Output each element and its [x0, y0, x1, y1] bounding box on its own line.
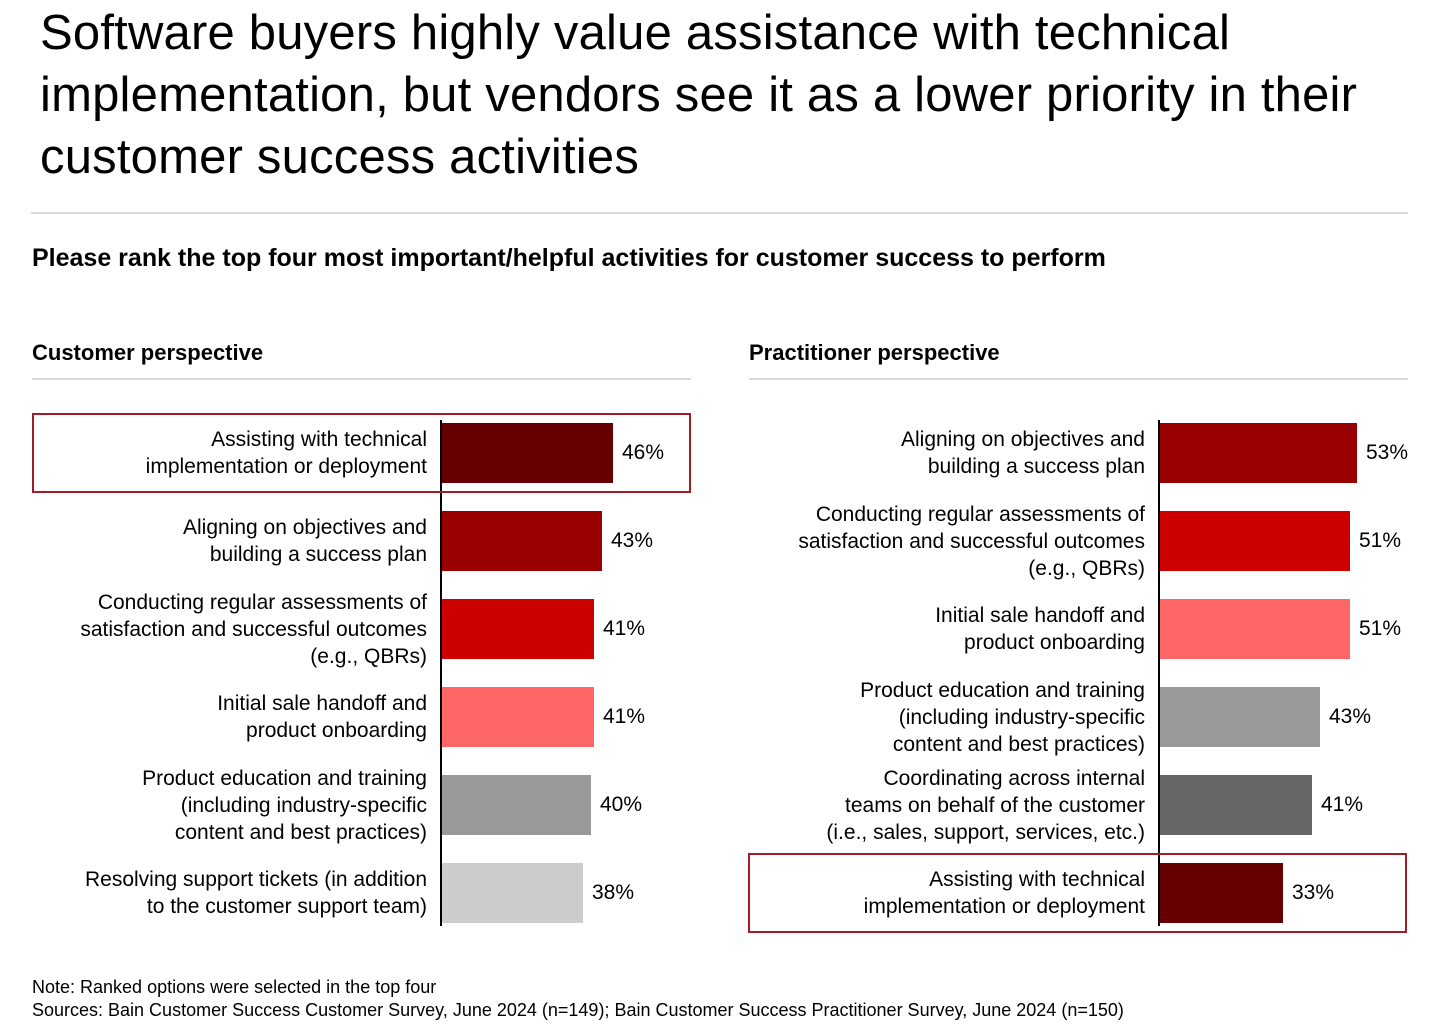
bar-label-conducting-regular-assessments-of: Conducting regular assessments of satisfa… [32, 589, 427, 670]
survey-question: Please rank the top four most important/… [32, 244, 1106, 272]
bar-value-coordinating-across-internal-teams: 41% [1321, 793, 1364, 816]
bar-assisting-with-technical-implementation [442, 423, 613, 483]
bar-label-line: (i.e., sales, support, services, etc.) [826, 820, 1145, 844]
bar-label-line: building a success plan [209, 543, 427, 566]
bar-label-coordinating-across-internal-teams: Coordinating across internal teams on beh… [749, 765, 1145, 846]
bar-value-initial-sale-handoff-and: 51% [1359, 617, 1402, 640]
bar-assisting-with-technical-implementation [1160, 863, 1283, 923]
bar-value-conducting-regular-assessments-of: 51% [1359, 529, 1402, 552]
bar-label-line: Product education and training [860, 678, 1145, 702]
bar-initial-sale-handoff-and [442, 687, 594, 747]
bar-value-conducting-regular-assessments-of: 41% [603, 617, 646, 640]
practitioner-panel-title: Practitioner perspective [749, 340, 1000, 365]
bar-value-resolving-support-tickets-in: 38% [592, 881, 635, 904]
bar-value-aligning-on-objectives-and: 43% [611, 529, 654, 552]
practitioner-panel-divider [749, 378, 1408, 380]
page-title: Software buyers highly value assistance … [40, 6, 1358, 184]
bar-product-education-and-training [442, 775, 591, 835]
highlight-box [748, 853, 1407, 933]
bar-product-education-and-training [1160, 687, 1320, 747]
bar-value-product-education-and-training: 43% [1329, 705, 1372, 728]
bar-label-initial-sale-handoff-and: Initial sale handoff and product onboardi… [749, 602, 1145, 656]
bar-label-initial-sale-handoff-and: Initial sale handoff and product onboardi… [32, 690, 427, 744]
customer-panel-divider [32, 378, 691, 380]
bar-label-line: Coordinating across internal [883, 766, 1145, 790]
bar-label-line: (e.g., QBRs) [1028, 556, 1145, 580]
bar-label-resolving-support-tickets-in: Resolving support tickets (in addition to… [32, 866, 427, 920]
bar-label-line: Aligning on objectives and [182, 516, 427, 539]
bar-label-line: product onboarding [964, 631, 1145, 654]
bar-label-product-education-and-training: Product education and training (including… [32, 765, 427, 846]
bar-conducting-regular-assessments-of [442, 599, 594, 659]
bar-label-line: Assisting with technical [929, 868, 1145, 891]
bar-label-line: building a success plan [927, 455, 1145, 478]
bar-value-assisting-with-technical-implementation: 46% [622, 441, 665, 464]
bar-label-aligning-on-objectives-and: Aligning on objectives and building a suc… [32, 514, 427, 568]
bar-aligning-on-objectives-and [1160, 423, 1357, 483]
bar-label-assisting-with-technical-implementation: Assisting with technical implementation o… [749, 866, 1145, 920]
y-axis-line [1158, 420, 1160, 926]
bar-label-product-education-and-training: Product education and training (including… [749, 677, 1145, 758]
bar-label-line: satisfaction and successful outcomes [80, 617, 427, 641]
bar-label-line: (including industry-specific [180, 793, 427, 817]
y-axis-line [440, 420, 442, 926]
bar-label-line: to the customer support team) [146, 895, 427, 918]
bar-label-line: Conducting regular assessments of [97, 590, 427, 614]
bar-label-line: Product education and training [142, 766, 427, 790]
bar-label-line: implementation or deployment [863, 895, 1145, 918]
bar-label-line: content and best practices) [892, 732, 1145, 756]
bar-label-line: teams on behalf of the customer [845, 793, 1145, 817]
title-divider [31, 212, 1408, 214]
bar-label-line: Resolving support tickets (in addition [84, 868, 427, 891]
bar-value-initial-sale-handoff-and: 41% [603, 705, 646, 728]
bar-coordinating-across-internal-teams [1160, 775, 1312, 835]
bar-label-line: product onboarding [246, 719, 427, 742]
footer-note: Note: Ranked options were selected in th… [32, 977, 437, 997]
highlight-box [32, 413, 691, 493]
bar-value-assisting-with-technical-implementation: 33% [1292, 881, 1335, 904]
bar-label-assisting-with-technical-implementation: Assisting with technical implementation o… [32, 426, 427, 480]
bar-label-line: (including industry-specific [898, 705, 1145, 729]
bar-label-conducting-regular-assessments-of: Conducting regular assessments of satisfa… [749, 501, 1145, 582]
bar-aligning-on-objectives-and [442, 511, 602, 571]
bar-label-line: Initial sale handoff and [217, 692, 427, 715]
bar-label-line: content and best practices) [174, 820, 427, 844]
bar-label-line: Initial sale handoff and [935, 604, 1145, 627]
bar-label-line: implementation or deployment [145, 455, 427, 478]
bar-resolving-support-tickets-in [442, 863, 583, 923]
bar-label-line: Conducting regular assessments of [815, 502, 1145, 526]
bar-value-product-education-and-training: 40% [600, 793, 643, 816]
bar-label-line: Aligning on objectives and [900, 428, 1145, 451]
bar-label-aligning-on-objectives-and: Aligning on objectives and building a suc… [749, 426, 1145, 480]
customer-panel-title: Customer perspective [32, 340, 264, 365]
bar-label-line: satisfaction and successful outcomes [798, 529, 1145, 553]
bar-initial-sale-handoff-and [1160, 599, 1350, 659]
bar-value-aligning-on-objectives-and: 53% [1366, 441, 1409, 464]
bar-conducting-regular-assessments-of [1160, 511, 1350, 571]
bar-label-line: (e.g., QBRs) [310, 644, 427, 668]
bar-label-line: Assisting with technical [211, 428, 427, 451]
footer-sources: Sources: Bain Customer Success Customer … [32, 1000, 1124, 1020]
